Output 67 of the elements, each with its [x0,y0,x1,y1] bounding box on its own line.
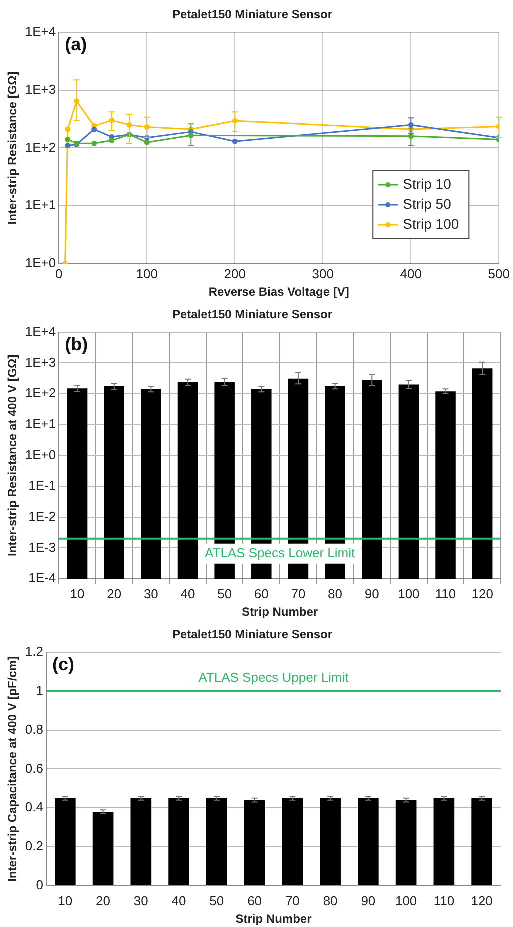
x-tick-label: 100 [395,893,418,908]
annotation: (a) [65,34,88,54]
x-tick-label: 90 [364,586,380,602]
y-tick-label: 0.6 [25,760,44,776]
chart-title: Petalet150 Miniature Sensor [172,308,333,322]
annotation: (c) [52,654,74,674]
ref-line-label: ATLAS Specs Lower Limit [205,545,356,560]
x-axis-title: Strip Number [236,912,312,926]
x-axis-title: Reverse Bias Voltage [V] [208,285,350,300]
x-tick-label: 50 [210,893,224,908]
y-tick-label: 1E+0 [25,447,56,462]
x-tick-label: 20 [96,893,111,908]
y-tick-label: 1E+2 [25,140,56,155]
x-tick-label: 90 [361,893,376,908]
x-tick-label: 40 [180,586,196,602]
x-tick-label: 110 [434,893,455,908]
x-tick-label: 20 [107,586,122,602]
x-tick-label: 80 [328,586,343,602]
legend-label: Strip 50 [403,196,452,212]
y-tick-label: 0.8 [25,722,44,737]
y-tick-label: 1E-3 [28,540,56,555]
x-tick-label: 60 [248,893,262,908]
y-tick-label: 1E-2 [28,508,56,524]
y-tick-label: 1E-1 [28,478,56,494]
y-tick-label: 1E+3 [25,354,56,370]
ref-line-label: ATLAS Specs Upper Limit [198,670,350,685]
y-axis-title: Inter-strip Resistance [GΩ] [6,72,20,225]
y-tick-label: 1E+2 [25,386,56,401]
x-tick-label: 70 [291,586,306,602]
x-tick-label: 30 [144,586,158,602]
y-tick-label: 1E+3 [25,82,56,97]
x-tick-label: 300 [312,266,334,282]
y-tick-label: 1 [36,682,44,698]
y-axis-title: Inter-strip Capacitance at 400 V [pF/cm] [6,656,20,882]
x-tick-label: 100 [136,266,158,282]
chart-title: Petalet150 Miniature Sensor [172,8,333,22]
x-tick-label: 70 [285,893,300,908]
x-tick-label: 60 [254,586,269,602]
legend-label: Strip 10 [403,176,452,192]
x-tick-label: 200 [224,266,246,282]
y-tick-label: 0.2 [25,838,44,854]
legend-label: Strip 100 [403,216,460,232]
x-tick-label: 500 [488,266,510,282]
y-tick-label: 1.2 [25,644,44,659]
annotation: (b) [65,334,88,354]
x-tick-label: 110 [435,586,456,602]
y-tick-label: 1E+0 [25,256,56,271]
y-tick-label: 0.4 [25,800,44,815]
x-tick-label: 40 [172,893,186,908]
y-tick-label: 0 [36,878,44,893]
x-tick-label: 30 [134,893,148,908]
x-tick-label: 10 [58,893,73,908]
y-tick-label: 1E+1 [25,198,56,213]
y-tick-label: 1E+1 [25,416,56,432]
x-tick-label: 80 [323,893,338,908]
x-tick-label: 50 [218,586,232,602]
chart-title: Petalet150 Miniature Sensor [172,628,333,642]
x-tick-label: 100 [398,586,420,602]
x-axis-title: Strip Number [242,605,318,620]
y-tick-label: 1E+4 [25,324,56,339]
x-tick-label: 120 [472,586,494,602]
y-tick-label: 1E-4 [28,570,56,586]
y-axis-title: Inter-strip Resistance at 400 V [GΩ] [6,354,20,557]
x-tick-label: 10 [70,586,85,602]
x-tick-label: 400 [400,266,422,282]
y-tick-label: 1E+4 [25,24,56,39]
x-tick-label: 120 [471,893,493,908]
